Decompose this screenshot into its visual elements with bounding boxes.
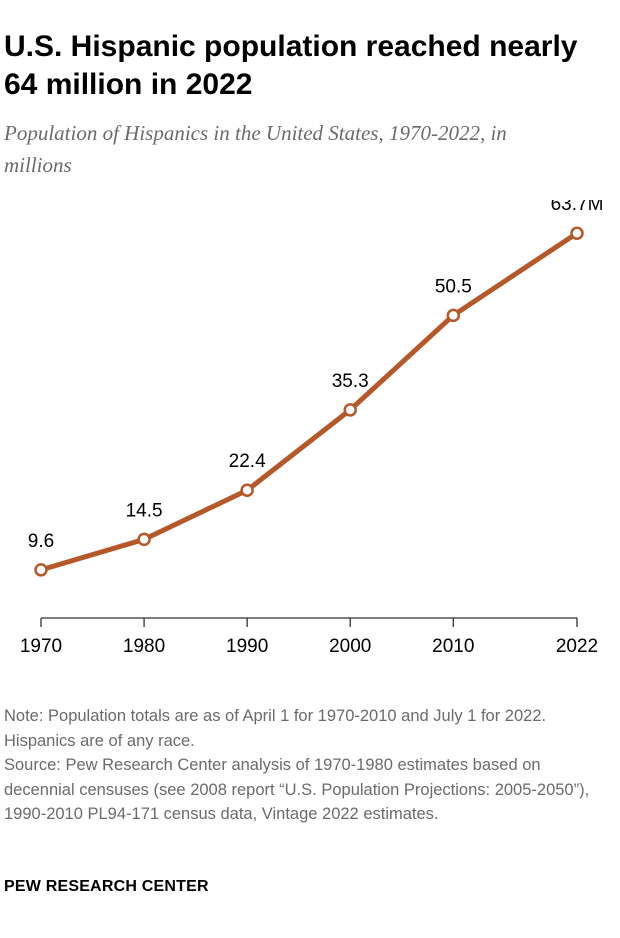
x-axis: 1970 1980 1990 2000 2010 2022 bbox=[20, 617, 598, 657]
chart-subtitle: Population of Hispanics in the United St… bbox=[4, 121, 507, 177]
data-label-group: 9.6 14.5 22.4 35.3 50.5 63.7M bbox=[28, 200, 604, 552]
data-point bbox=[240, 483, 254, 497]
line-chart: 1970 1980 1990 2000 2010 2022 9.6 14.5 22.4 35.3… bbox=[20, 200, 604, 657]
data-label: 14.5 bbox=[126, 500, 163, 521]
x-tick-label: 1990 bbox=[226, 636, 268, 657]
source-text: Source: Pew Research Center analysis of … bbox=[4, 756, 590, 823]
x-tick-label: 2000 bbox=[329, 636, 371, 657]
x-tick-label: 1970 bbox=[20, 636, 62, 657]
series-line bbox=[38, 230, 580, 573]
x-tick-label: 2022 bbox=[556, 636, 598, 657]
series-line-group bbox=[34, 226, 584, 577]
data-point bbox=[446, 308, 461, 323]
data-label: 50.5 bbox=[435, 276, 472, 297]
data-point bbox=[570, 226, 584, 240]
data-point bbox=[137, 532, 151, 547]
data-label: 22.4 bbox=[229, 451, 266, 472]
x-tick-label: 2010 bbox=[432, 636, 474, 657]
chart-title: U.S. Hispanic population reached nearly … bbox=[4, 30, 578, 101]
data-point bbox=[34, 563, 48, 577]
footnotes: Note: Population totals are as of April … bbox=[4, 704, 604, 827]
data-label: 9.6 bbox=[28, 531, 54, 552]
data-label: 63.7M bbox=[551, 200, 604, 215]
data-point bbox=[343, 403, 357, 417]
note-text: Note: Population totals are as of April … bbox=[4, 707, 547, 750]
x-tick-label: 1980 bbox=[123, 636, 165, 657]
brand-logo-text: PEW RESEARCH CENTER bbox=[4, 878, 209, 895]
data-label: 35.3 bbox=[332, 371, 369, 392]
